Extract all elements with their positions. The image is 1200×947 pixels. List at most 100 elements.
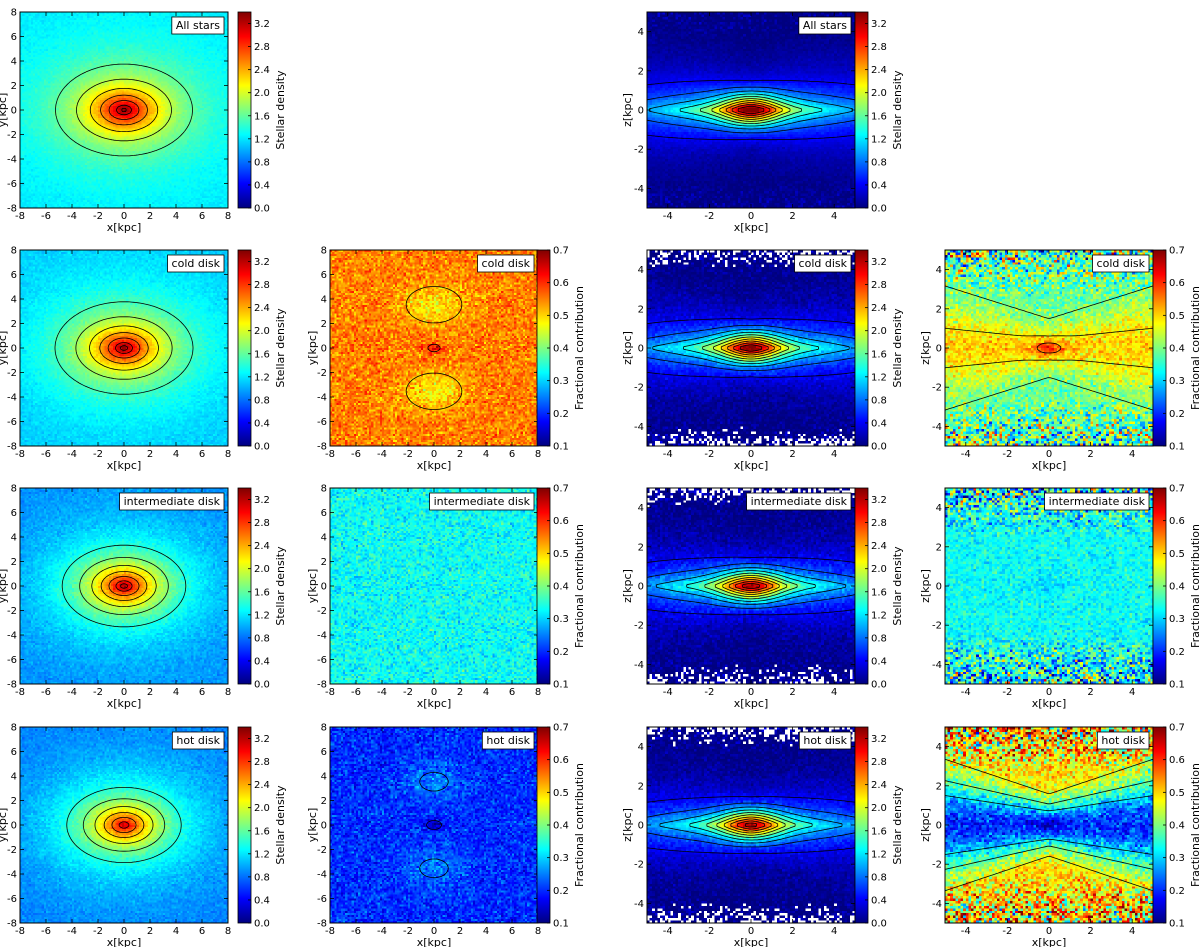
y-tick-label: -2 — [317, 845, 327, 856]
y-axis-label: y[kpc] — [306, 808, 319, 843]
contour-xz-hot-density-3 — [689, 809, 813, 841]
colorbar-xz-all-density: 0.0 0.4 0.8 1.2 1.6 2.0 2.4 2.8 3.2 Stellar densi… — [854, 11, 904, 215]
population-label: intermediate disk — [1049, 495, 1146, 508]
y-tick-label: -6 — [7, 894, 17, 905]
y-axis-label: y[kpc] — [306, 331, 319, 366]
colorbar-tick-label: 0.1 — [553, 919, 569, 930]
colorbar-tick-label: 0.4 — [871, 418, 887, 429]
y-tick-label: 4 — [638, 503, 644, 514]
y-tick-label: 0 — [11, 582, 17, 593]
contour-xy-intermediate-density-2 — [91, 565, 157, 607]
panel-xy-hot-density: -8 -6 -4 -2 0 2 4 6 8 -8 -6 -4 -2 0 2 4 6 8 x[kpc] y[kpc] ho… — [0, 723, 287, 947]
contour-xy-cold-density-0 — [54, 301, 194, 395]
colorbar-label: Stellar density — [274, 785, 287, 865]
y-tick-label: 6 — [11, 747, 17, 758]
x-tick-label: 6 — [199, 449, 205, 460]
contour-xz-intermediate-density-4 — [704, 572, 798, 600]
contour-xy-all-density-5 — [116, 104, 132, 116]
y-tick-label: -4 — [634, 422, 644, 433]
population-label: hot disk — [176, 734, 220, 747]
contour-xy-hot-density-0 — [66, 787, 182, 863]
contour-xz-cold-density-7 — [727, 340, 775, 356]
contour-xz-hot-density-2 — [659, 806, 843, 844]
contour-xz-all-density-9 — [737, 105, 765, 115]
contour-xy-intermediate-density-4 — [108, 576, 140, 596]
contour-xy-cold-density-3 — [99, 332, 149, 364]
x-tick-label: 0 — [121, 687, 127, 698]
x-tick-label: 4 — [173, 211, 179, 222]
y-tick-label: -8 — [7, 680, 17, 691]
x-tick-label: -4 — [663, 211, 673, 222]
y-tick-label: -8 — [317, 680, 327, 691]
x-axis-label: x[kpc] — [417, 459, 452, 472]
x-tick-label: -4 — [961, 449, 971, 460]
x-tick-label: -4 — [67, 211, 77, 222]
population-label-box — [481, 731, 535, 750]
colorbar-tick-label: 0.4 — [254, 418, 270, 429]
contour-xy-cold-fraction-1 — [427, 343, 441, 353]
colorbar-tick-label: 2.8 — [871, 757, 887, 768]
y-tick-label: 4 — [321, 533, 327, 544]
panel-xy-intermediate-density: -8 -6 -4 -2 0 2 4 6 8 -8 -6 -4 -2 0 2 4 6 8 x[kpc] y[kpc] in… — [0, 484, 287, 711]
x-tick-label: 6 — [199, 687, 205, 698]
x-axis-label: x[kpc] — [107, 936, 142, 947]
colorbar-tick-label: 0.7 — [1169, 723, 1185, 734]
x-tick-label: -2 — [1002, 687, 1012, 698]
contour-xz-all-density-2 — [649, 90, 853, 130]
x-axis-label: x[kpc] — [1032, 459, 1067, 472]
x-tick-label: 4 — [483, 926, 489, 937]
population-label: hot disk — [1101, 734, 1145, 747]
y-tick-label: -2 — [317, 368, 327, 379]
contour-xz-cold-density-4 — [702, 334, 800, 362]
contour-xz-cold-density-3 — [683, 331, 819, 365]
contour-xy-all-density-0 — [55, 63, 193, 157]
colorbar-xy-cold-fraction: 0.1 0.2 0.3 0.4 0.5 0.6 0.7 Fractional contribu… — [536, 246, 586, 453]
y-tick-label: -4 — [7, 155, 17, 166]
colorbar-xy-all-density: 0.0 0.4 0.8 1.2 1.6 2.0 2.4 2.8 3.2 Stellar densi… — [237, 11, 287, 215]
y-tick-label: -6 — [7, 179, 17, 190]
y-tick-label: 0 — [638, 344, 644, 355]
colorbar-tick-label: 0.1 — [1169, 680, 1185, 691]
contour-xz-all-density-5 — [711, 98, 791, 122]
population-label-box — [1096, 731, 1150, 750]
x-tick-label: -2 — [403, 449, 413, 460]
colorbar-tick-label: 1.6 — [871, 111, 887, 122]
panel-xz-intermediate-density: -4 -2 0 2 4 -4 -2 0 2 4 x[kpc] z[kpc] intermediate d… — [621, 487, 904, 710]
population-label-box — [798, 731, 852, 750]
population-label: intermediate disk — [124, 495, 221, 508]
colorbar-tick-label: 2.4 — [871, 541, 887, 552]
colorbar-tick-label: 0.4 — [871, 656, 887, 667]
colorbar-strip — [237, 11, 252, 209]
x-tick-label: -2 — [93, 449, 103, 460]
x-tick-label: -4 — [377, 687, 387, 698]
contour-xz-intermediate-density-3 — [686, 570, 816, 602]
x-tick-label: 2 — [457, 687, 463, 698]
x-tick-label: -4 — [663, 926, 673, 937]
y-tick-label: 4 — [638, 742, 644, 753]
colorbar-tick-label: 2.8 — [254, 518, 270, 529]
colorbar-strip — [237, 726, 252, 924]
heatmap-xz-hot-fraction — [945, 727, 1153, 923]
x-tick-label: -8 — [325, 687, 335, 698]
y-tick-label: -2 — [634, 383, 644, 394]
colorbar-label: Fractional contribution — [1189, 286, 1200, 410]
contour-xz-all-density-7 — [725, 102, 777, 118]
contour-xz-hot-density-4 — [706, 812, 796, 838]
colorbar-xz-cold-density: 0.0 0.4 0.8 1.2 1.6 2.0 2.4 2.8 3.2 Stellar densi… — [854, 249, 904, 453]
y-tick-label: 2 — [936, 781, 942, 792]
population-label: intermediate disk — [751, 495, 848, 508]
population-label: cold disk — [799, 257, 848, 270]
contour-xz-all-density-6 — [719, 100, 783, 120]
colorbar-tick-label: 0.4 — [1169, 821, 1185, 832]
y-tick-label: 0 — [11, 106, 17, 117]
colorbar-tick-label: 3.2 — [871, 734, 887, 745]
colorbar-tick-label: 0.3 — [1169, 614, 1185, 625]
y-tick-label: 4 — [936, 742, 942, 753]
x-tick-label: 4 — [483, 449, 489, 460]
colorbar-label: Stellar density — [274, 70, 287, 150]
x-tick-label: 2 — [457, 449, 463, 460]
y-tick-label: -2 — [7, 845, 17, 856]
y-axis-label: z[kpc] — [621, 93, 634, 127]
x-tick-label: -8 — [15, 926, 25, 937]
